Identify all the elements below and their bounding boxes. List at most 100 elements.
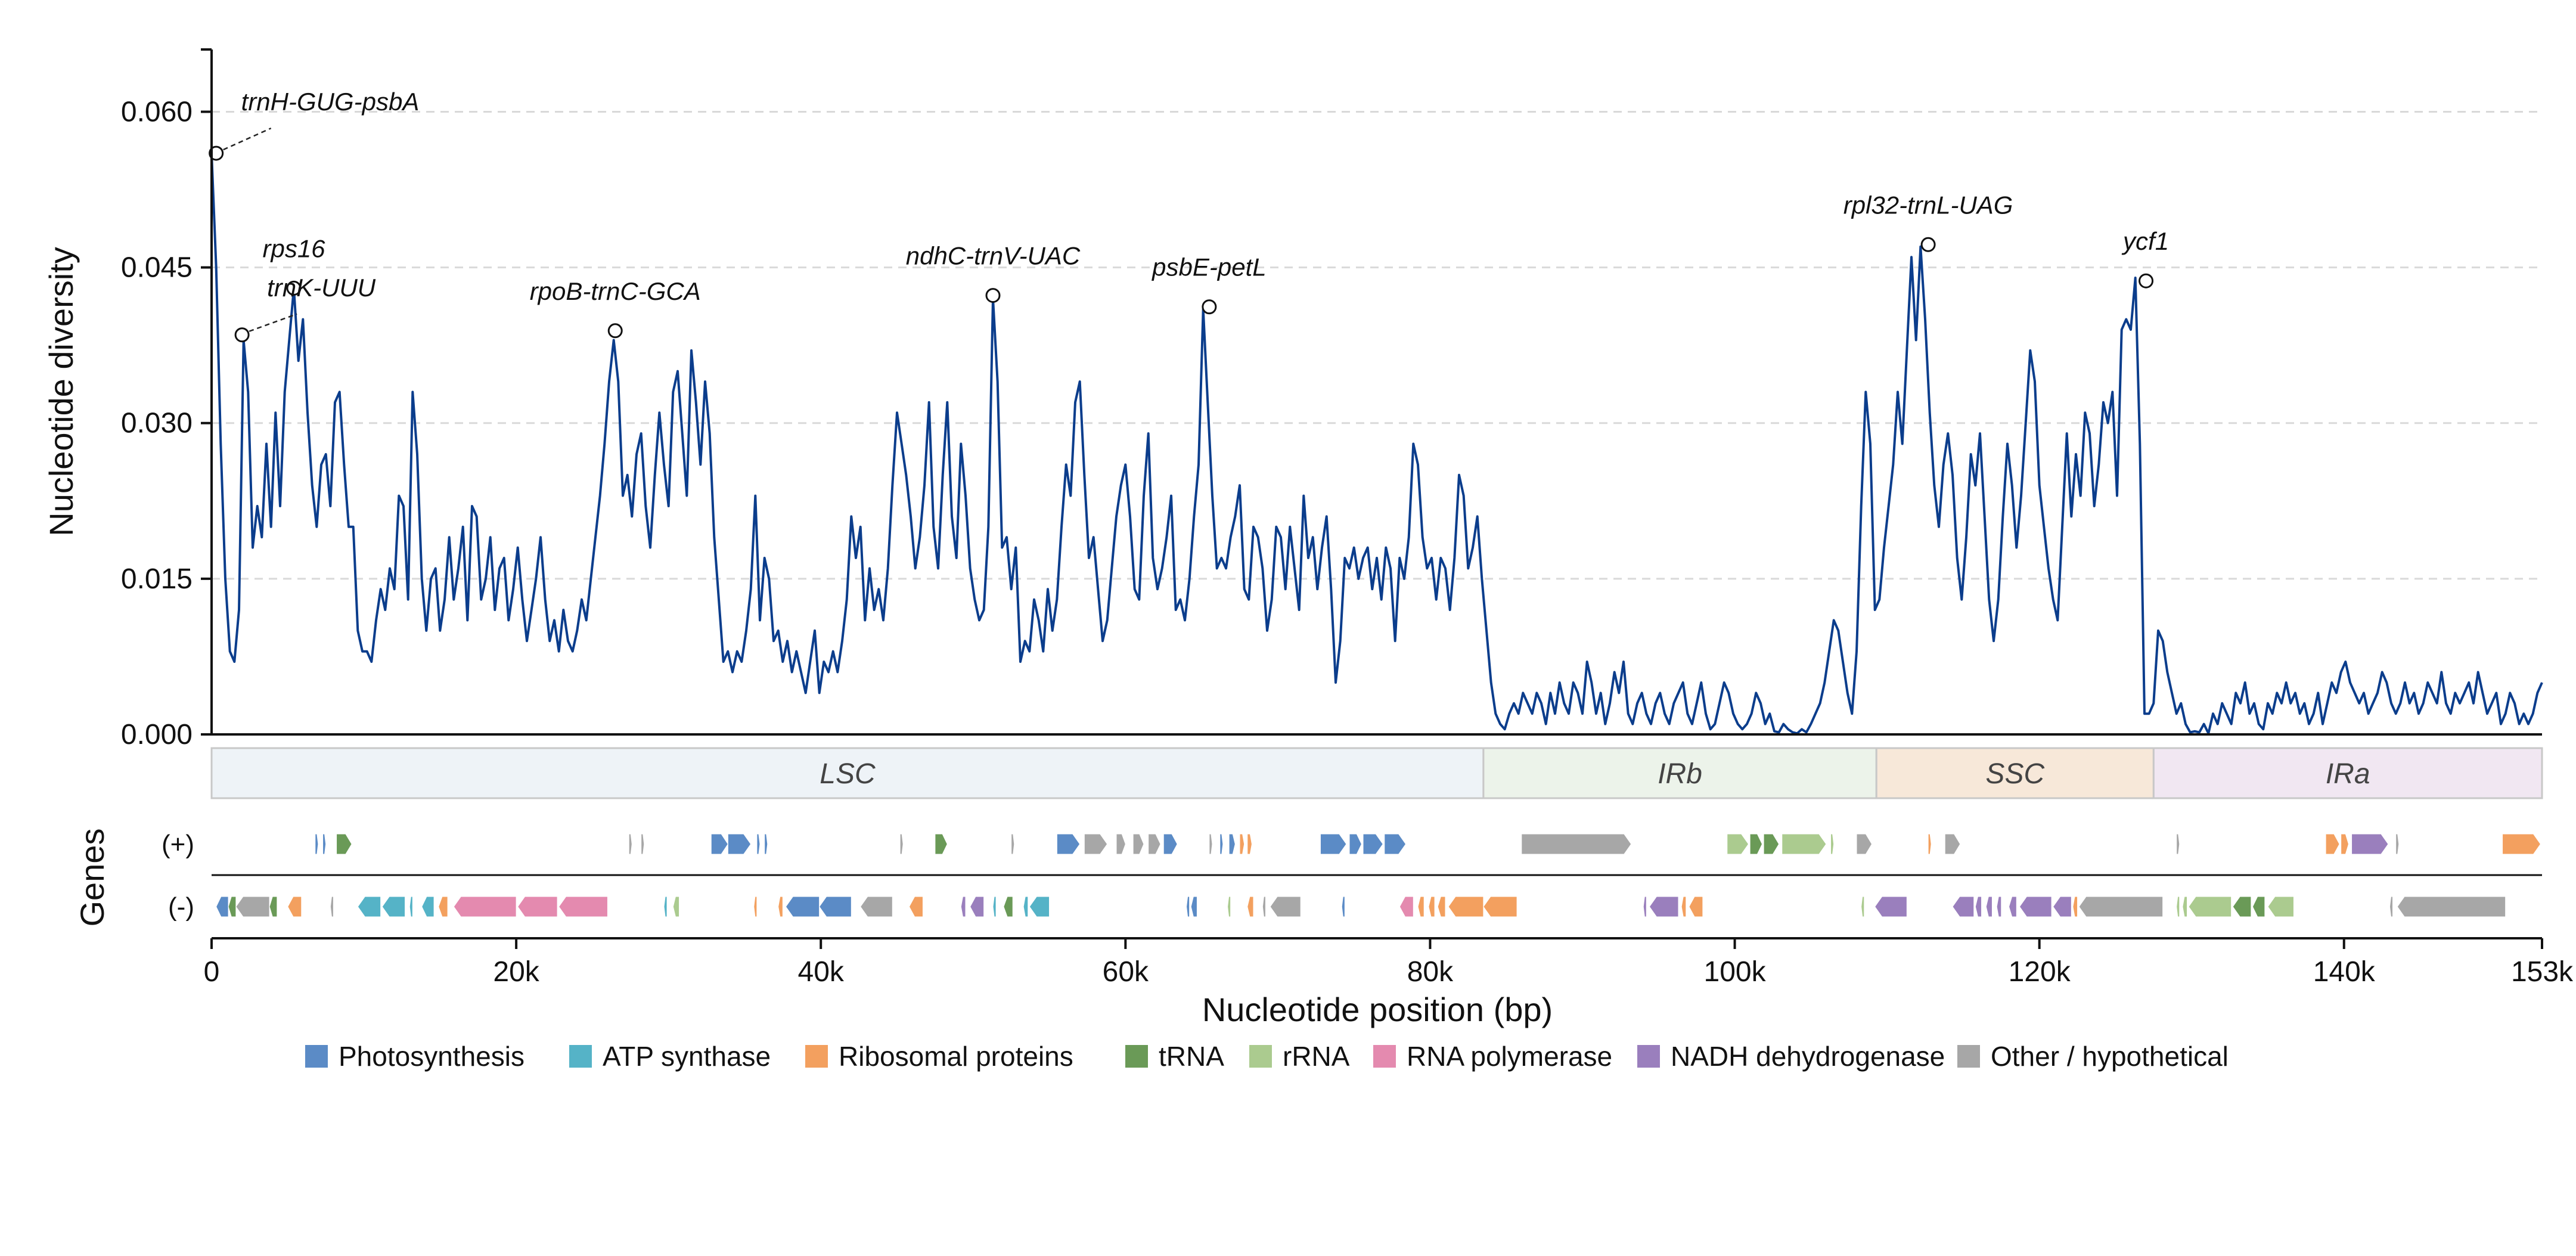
peak-label: rps16 [262,234,325,262]
peak-marker [2139,273,2154,289]
gene-plus-other [899,833,904,855]
gene-plus-rrna [1782,833,1827,855]
peak-marker [1202,299,1217,315]
region-ira [2152,747,2543,799]
peak-annotations: trnH-GUG-psbA rps16 trnK-UUU rpoB-trnC-GCA n… [209,88,2169,343]
legend-swatch-rnapol [1373,1045,1396,1068]
gene-plus-rrna [1727,833,1749,855]
gene-minus-atp [357,896,381,917]
gene-minus-ribo [753,896,758,917]
legend-swatch-ribo [805,1045,828,1068]
region-label: LSC [820,758,876,790]
gene-plus-other [641,833,645,855]
legend-label-ribo: Ribosomal proteins [839,1041,1073,1072]
gene-minus-photo [216,896,229,917]
gene-minus-ndh [1649,896,1679,917]
x-tick-label: 60k [1103,956,1149,988]
gene-minus-atp [992,896,997,917]
gene-plus-other [1521,833,1632,855]
gene-plus-photo [315,833,319,855]
gene-minus-rnapol [453,896,517,917]
legend-label-trna: tRNA [1159,1041,1224,1072]
legend-swatch-trna [1125,1045,1148,1068]
peak-leader-line [249,313,297,332]
gene-minus-photo [1186,896,1190,917]
gene-minus-ribo [1483,896,1517,917]
gene-minus-ndh [2053,896,2072,917]
gene-plus-photo [1219,833,1224,855]
region-label: IRa [2326,758,2370,790]
gene-plus-ribo [1928,833,1932,855]
gene-minus-ndh [970,896,985,917]
y-tick-label: 0.060 [121,96,193,128]
gene-plus-other [1856,833,1873,855]
legend-label-photo: Photosynthesis [339,1041,524,1072]
gene-minus-rnapol [1399,896,1414,917]
gene-minus-trna [269,896,278,917]
gene-minus-atp [1023,896,1029,917]
gene-minus-rnapol [558,896,608,917]
y-axis-title: Nucleotide diversity [42,247,80,536]
gene-plus-photo [727,833,752,855]
gene-minus-other [2389,896,2394,917]
peak-label: psbE-petL [1151,253,1266,281]
gene-minus-ribo [908,896,923,917]
gene-minus-ribo [2072,896,2078,917]
x-tick-label: 40k [798,956,845,988]
gene-plus-photo [1056,833,1081,855]
gene-plus-trna [336,833,352,855]
gene-minus-ndh [1952,896,1975,917]
legend-swatch-other [1957,1045,1980,1068]
gene-plus-ndh [2351,833,2389,855]
region-lsc [210,747,1485,799]
peak-label: ycf1 [2121,227,2169,255]
gene-plus-photo [1163,833,1178,855]
gene-minus-ndh [1874,896,1907,917]
gene-minus-ndh [2019,896,2052,917]
gene-plus-photo [1384,833,1407,855]
peak-label: rpl32-trnL-UAG [1843,191,2013,219]
x-axis-title: Nucleotide position (bp) [1202,991,1553,1028]
gene-plus-other [2395,833,2400,855]
gene-minus-other [235,896,270,917]
gene-plus-photo [710,833,728,855]
legend-swatch-rrna [1249,1045,1272,1068]
x-tick-label: 120k [2009,956,2071,988]
gene-plus-ribo [1239,833,1245,855]
peak-marker [234,327,250,343]
legend-label-rnapol: RNA polymerase [1407,1041,1612,1072]
legend-label-rrna: rRNA [1283,1041,1350,1072]
gene-minus-ribo [1247,896,1254,917]
gene-minus-other [860,896,893,917]
gene-plus-ribo [2341,833,2349,855]
x-tick-label: 0 [204,956,220,988]
gene-minus-ribo [778,896,783,917]
gene-plus-photo [1363,833,1383,855]
x-tick-label: 80k [1407,956,1454,988]
x-tick-label: 153k [2511,956,2574,988]
gene-plus-photo [1228,833,1236,855]
gene-minus-trna [2252,896,2265,917]
gene-minus-trna [1003,896,1013,917]
gene-minus-ribo [1448,896,1484,917]
legend-swatch-atp [569,1045,592,1068]
gene-minus-ribo [1689,896,1703,917]
legend-swatch-ndh [1637,1045,1660,1068]
peak-label: rpoB-trnC-GCA [530,277,701,305]
gene-plus-photo [1320,833,1347,855]
gene-plus-rrna [1830,833,1835,855]
legend-label-ndh: NADH dehydrogenase [1671,1041,1945,1072]
strand-label-minus: (-) [168,892,194,922]
gene-minus-rrna [2188,896,2232,917]
gene-plus-other [1944,833,1961,855]
gene-minus-rnapol [517,896,558,917]
gene-plus-other [1209,833,1213,855]
region-irb [1482,747,1877,799]
gene-plus-trna [935,833,948,855]
gene-minus-other [1262,896,1266,917]
gene-minus-ndh [1975,896,1982,917]
gene-minus-other [2078,896,2164,917]
gene-minus-ribo [1681,896,1687,917]
